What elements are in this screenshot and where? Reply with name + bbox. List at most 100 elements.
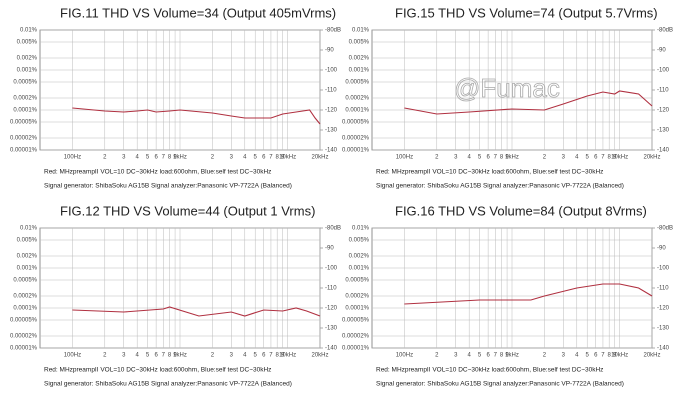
- y2-tick-label: -90: [325, 48, 334, 54]
- y-tick-label: 0.0001%: [13, 108, 37, 114]
- x-tick-label: 5: [254, 353, 258, 359]
- y-tick-label: 0.0005%: [13, 278, 37, 284]
- y-tick-label: 0.001%: [17, 68, 38, 74]
- x-tick-label: 9: [613, 353, 617, 359]
- caption: Signal generator: ShibaSoku AG15B Signal…: [376, 183, 624, 190]
- x-tick-label: 10kHz: [279, 353, 296, 359]
- x-tick-label: 4: [575, 155, 579, 161]
- y-tick-label: 0.01%: [352, 226, 370, 232]
- x-tick-label: 9: [613, 155, 617, 161]
- x-tick-label: 8: [500, 353, 504, 359]
- x-tick-label: 2: [211, 155, 215, 161]
- y-tick-label: 0.00001%: [342, 346, 370, 352]
- x-tick-label: 7: [494, 155, 498, 161]
- y2-tick-label: -140: [657, 148, 670, 154]
- x-tick-label: 5: [478, 155, 482, 161]
- x-tick-label: 2: [103, 353, 107, 359]
- y-tick-label: 0.01%: [20, 28, 38, 34]
- x-tick-label: 8: [168, 353, 172, 359]
- x-tick-label: 7: [162, 155, 166, 161]
- caption: Red: MHzpreampII VOL=10 DC~30kHz load:60…: [376, 367, 603, 374]
- y2-tick-label: -90: [325, 246, 334, 252]
- watermark: @Fumac: [454, 73, 560, 103]
- x-tick-label: 8: [500, 155, 504, 161]
- y-tick-label: 0.00001%: [10, 346, 38, 352]
- y2-tick-label: -140: [325, 346, 338, 352]
- y2-tick-label: -100: [657, 68, 670, 74]
- x-tick-label: 10kHz: [279, 155, 296, 161]
- x-tick-label: 20kHz: [643, 155, 660, 161]
- x-tick-label: 1kHz: [173, 353, 187, 359]
- x-tick-label: 7: [601, 353, 605, 359]
- y-tick-label: 0.001%: [349, 68, 370, 74]
- x-tick-label: 100Hz: [64, 353, 81, 359]
- x-tick-label: 6: [486, 353, 490, 359]
- x-tick-label: 8: [608, 353, 612, 359]
- y-tick-label: 0.0002%: [345, 294, 369, 300]
- x-tick-label: 3: [454, 353, 458, 359]
- x-tick-label: 9: [173, 353, 177, 359]
- y-tick-label: 0.0002%: [345, 96, 369, 102]
- x-tick-label: 3: [230, 353, 234, 359]
- x-tick-label: 8: [608, 155, 612, 161]
- y-tick-label: 0.01%: [352, 28, 370, 34]
- y2-tick-label: -90: [657, 48, 666, 54]
- x-tick-label: 9: [173, 155, 177, 161]
- y2-tick-label: -80dB: [657, 28, 673, 34]
- x-tick-label: 6: [262, 155, 266, 161]
- y-tick-label: 0.00005%: [10, 120, 38, 126]
- y2-tick-label: -110: [657, 88, 669, 94]
- x-tick-label: 4: [575, 353, 579, 359]
- x-tick-label: 8: [276, 155, 280, 161]
- y2-tick-label: -130: [325, 326, 338, 332]
- y2-tick-label: -120: [325, 306, 338, 312]
- x-tick-label: 5: [146, 353, 150, 359]
- x-tick-label: 100Hz: [396, 353, 413, 359]
- chart-title: FIG.12 THD VS Volume=44 (Output 1 Vrms): [60, 203, 315, 218]
- x-tick-label: 6: [594, 155, 598, 161]
- x-tick-label: 4: [243, 155, 247, 161]
- y-tick-label: 0.00005%: [342, 120, 370, 126]
- x-tick-label: 6: [486, 155, 490, 161]
- x-tick-label: 5: [254, 155, 258, 161]
- y-tick-label: 0.00001%: [10, 148, 38, 154]
- x-tick-label: 6: [594, 353, 598, 359]
- x-tick-label: 8: [276, 353, 280, 359]
- x-tick-label: 9: [281, 353, 285, 359]
- y2-tick-label: -140: [657, 346, 670, 352]
- x-tick-label: 10kHz: [611, 353, 628, 359]
- x-tick-label: 5: [586, 155, 590, 161]
- x-tick-label: 5: [478, 353, 482, 359]
- y-tick-label: 0.0001%: [345, 108, 369, 114]
- y2-tick-label: -110: [325, 88, 337, 94]
- y-tick-label: 0.005%: [349, 40, 370, 46]
- x-tick-label: 9: [505, 155, 509, 161]
- x-tick-label: 3: [454, 155, 458, 161]
- y-tick-label: 0.00001%: [342, 148, 370, 154]
- x-tick-label: 7: [601, 155, 605, 161]
- x-tick-label: 20kHz: [643, 353, 660, 359]
- x-tick-label: 2: [103, 155, 107, 161]
- y2-tick-label: -120: [325, 108, 338, 114]
- caption: Signal generator: ShibaSoku AG15B Signal…: [44, 381, 292, 388]
- thd-line: [404, 90, 653, 115]
- y-tick-label: 0.001%: [17, 266, 38, 272]
- thd-line: [404, 283, 653, 305]
- x-tick-label: 3: [122, 353, 126, 359]
- x-tick-label: 9: [281, 155, 285, 161]
- x-tick-label: 6: [154, 353, 158, 359]
- x-tick-label: 7: [269, 155, 273, 161]
- x-tick-label: 5: [586, 353, 590, 359]
- y2-tick-label: -120: [657, 108, 670, 114]
- y2-tick-label: -130: [657, 128, 670, 134]
- x-tick-label: 2: [211, 353, 215, 359]
- chart-title: FIG.16 THD VS Volume=84 (Output 8Vrms): [395, 203, 647, 218]
- y-tick-label: 0.0001%: [13, 306, 37, 312]
- y-tick-label: 0.005%: [349, 238, 370, 244]
- y2-tick-label: -120: [657, 306, 670, 312]
- y-tick-label: 0.01%: [20, 226, 38, 232]
- x-tick-label: 20kHz: [311, 353, 328, 359]
- y-tick-label: 0.00002%: [10, 136, 38, 142]
- y2-tick-label: -100: [325, 266, 338, 272]
- x-tick-label: 4: [468, 155, 472, 161]
